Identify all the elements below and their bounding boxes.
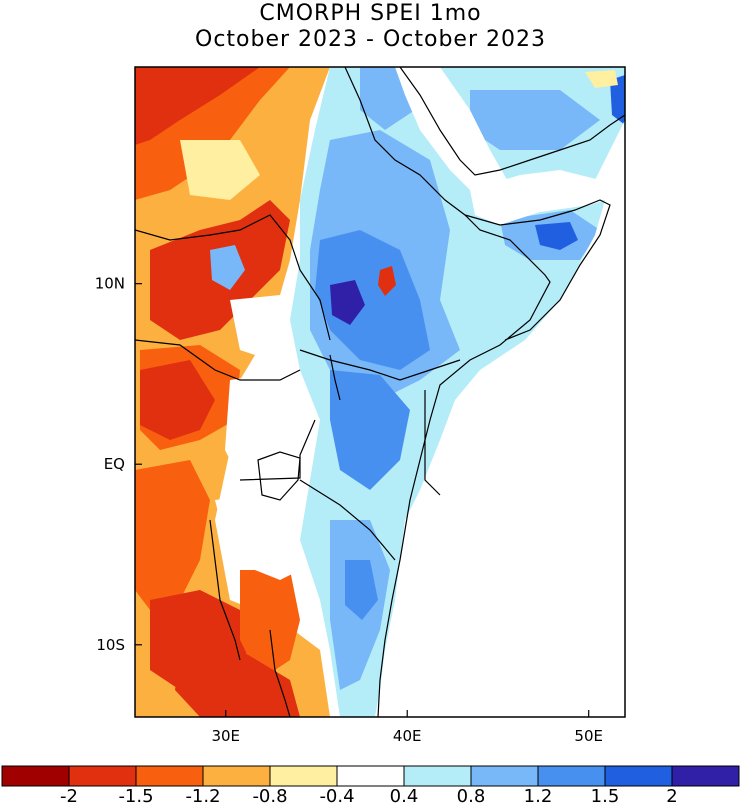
wet-region-kenya [330,370,410,490]
red-sea [395,67,510,190]
dry-region-malawi [240,570,300,680]
legend-swatch [336,765,405,787]
legend-swatch [269,765,338,787]
legend-label: -0.8 [252,786,287,805]
wet-region-somalia-north-core [535,222,578,250]
map-subtitle: October 2023 - October 2023 [195,27,546,52]
lake-malawi [269,629,291,717]
dry-region-congo [140,360,215,440]
legend-swatch [202,765,271,787]
border-kenya-tanzania [299,479,396,561]
dry-spot-ethiopia [378,266,396,296]
dry-region-zambia [175,650,300,717]
lat-tick-label: 10N [95,275,125,293]
neutral-patch-arabia [585,70,618,88]
wet-region-ethiopia-extreme [330,280,365,325]
coastline-horn [464,199,611,341]
legend-label: -1.5 [118,786,153,805]
map-title: CMORPH SPEI 1mo [259,1,482,26]
lake-tanganyika [209,519,241,661]
dry-region-west-equator [135,460,210,610]
lon-tick-label: 40E [393,727,422,745]
legend-label: 0.4 [390,786,419,805]
legend-label: 2 [666,786,677,805]
indian-ocean [375,120,625,717]
border-ethiopia-kenya [299,349,461,381]
legend-swatch [671,765,740,787]
gulf-of-aden [470,170,605,225]
lon-tick-label: 50E [574,727,603,745]
plot-frame [134,66,626,718]
boundaries [135,67,625,717]
dry-region-northwest-core [135,67,260,145]
lake-turkana [329,354,341,401]
border-kenya-somalia [424,390,441,496]
border-south-sudan-congo [135,339,301,381]
longitude-axis: 30E 40E 50E [211,710,603,745]
coastline-arabia [399,67,625,176]
legend-label: 0.8 [457,786,486,805]
legend-label: 1.5 [591,786,620,805]
lat-tick-label: EQ [104,455,125,473]
lat-tick-label: 10S [96,636,125,654]
wet-region-yemen [470,90,600,150]
legend-swatch [403,765,472,787]
legend-swatch [68,765,137,787]
lake-victoria [257,451,301,501]
neutral-patch-2 [230,295,300,360]
lon-tick-label: 30E [211,727,240,745]
wet-spot-west [210,245,245,290]
border-uganda [239,419,316,481]
neutral-patch-4 [215,490,320,580]
legend-swatch [470,765,539,787]
wet-region-tanzania-core [345,560,378,620]
color-legend: -2 -1.5 -1.2 -0.8 -0.4 0.4 0.8 1.2 1.5 2 [1,765,740,805]
spei-field [135,67,625,717]
wet-region-arabia-edge [610,75,625,125]
legend-label: 1.2 [524,786,553,805]
legend-swatch [604,765,673,787]
legend-swatch [135,765,204,787]
legend-swatch [1,765,70,787]
legend-swatch [537,765,606,787]
wet-region-ethiopia-core [315,230,430,370]
border-sudan-south [135,214,331,341]
legend-label: -1.2 [185,786,220,805]
neutral-patch-3 [225,370,320,500]
neutral-patch-1 [180,140,260,200]
latitude-axis: 10N EQ 10S [95,275,142,654]
legend-label: -0.4 [319,786,354,805]
legend-label: -2 [60,786,78,805]
coastline-africa [344,67,551,717]
